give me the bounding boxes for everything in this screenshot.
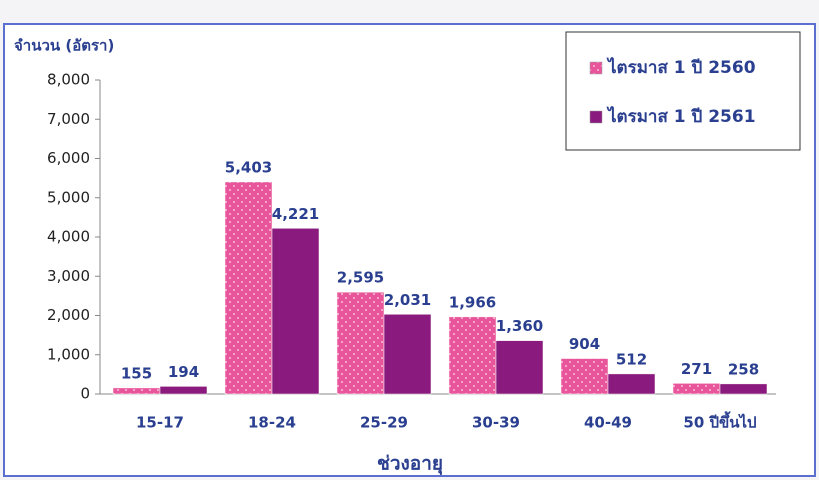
bar [112, 387, 161, 395]
data-label: 1,966 [449, 293, 496, 311]
bar [271, 228, 320, 395]
x-tick-label: 30-39 [472, 414, 520, 432]
y-tick-label: 0 [80, 385, 90, 403]
data-label: 512 [616, 350, 647, 368]
y-tick-label: 2,000 [47, 306, 90, 324]
data-label: 155 [121, 364, 152, 382]
bar [336, 291, 385, 395]
x-tick-label: 40-49 [584, 414, 632, 432]
legend-swatch [589, 61, 603, 75]
x-tick-label: 18-24 [248, 414, 296, 432]
bar [672, 383, 721, 395]
y-tick-label: 1,000 [47, 345, 90, 363]
data-label: 194 [168, 363, 199, 381]
y-tick-label: 6,000 [47, 149, 90, 167]
legend-box [565, 31, 801, 151]
bar [719, 383, 768, 395]
bar [448, 316, 497, 395]
data-label: 2,031 [384, 291, 431, 309]
bar [560, 358, 609, 395]
bar [495, 340, 544, 395]
y-tick-label: 5,000 [47, 188, 90, 206]
bar [159, 386, 208, 395]
x-tick-label: 15-17 [136, 414, 184, 432]
bar [607, 373, 656, 395]
y-tick-label: 8,000 [47, 71, 90, 89]
x-tick-label: 50 ปีขึ้นไป [683, 411, 756, 432]
y-tick-label: 7,000 [47, 110, 90, 128]
legend-label: ไตรมาส 1 ปี 2561 [606, 106, 756, 127]
x-tick-label: 25-29 [360, 414, 408, 432]
data-label: 2,595 [337, 269, 384, 287]
bar [383, 314, 432, 395]
y-axis-title: จำนวน (อัตรา) [14, 37, 114, 55]
x-axis-title: ช่วงอายุ [377, 453, 443, 476]
data-label: 4,221 [272, 205, 319, 223]
data-label: 258 [728, 360, 759, 378]
data-label: 271 [681, 360, 712, 378]
legend-swatch [589, 110, 603, 124]
y-tick-label: 4,000 [47, 228, 90, 246]
data-label: 1,360 [496, 317, 543, 335]
legend-label: ไตรมาส 1 ปี 2560 [606, 57, 756, 78]
y-tick-label: 3,000 [47, 267, 90, 285]
data-label: 5,403 [225, 158, 272, 176]
data-label: 904 [569, 335, 600, 353]
bar [224, 181, 273, 395]
